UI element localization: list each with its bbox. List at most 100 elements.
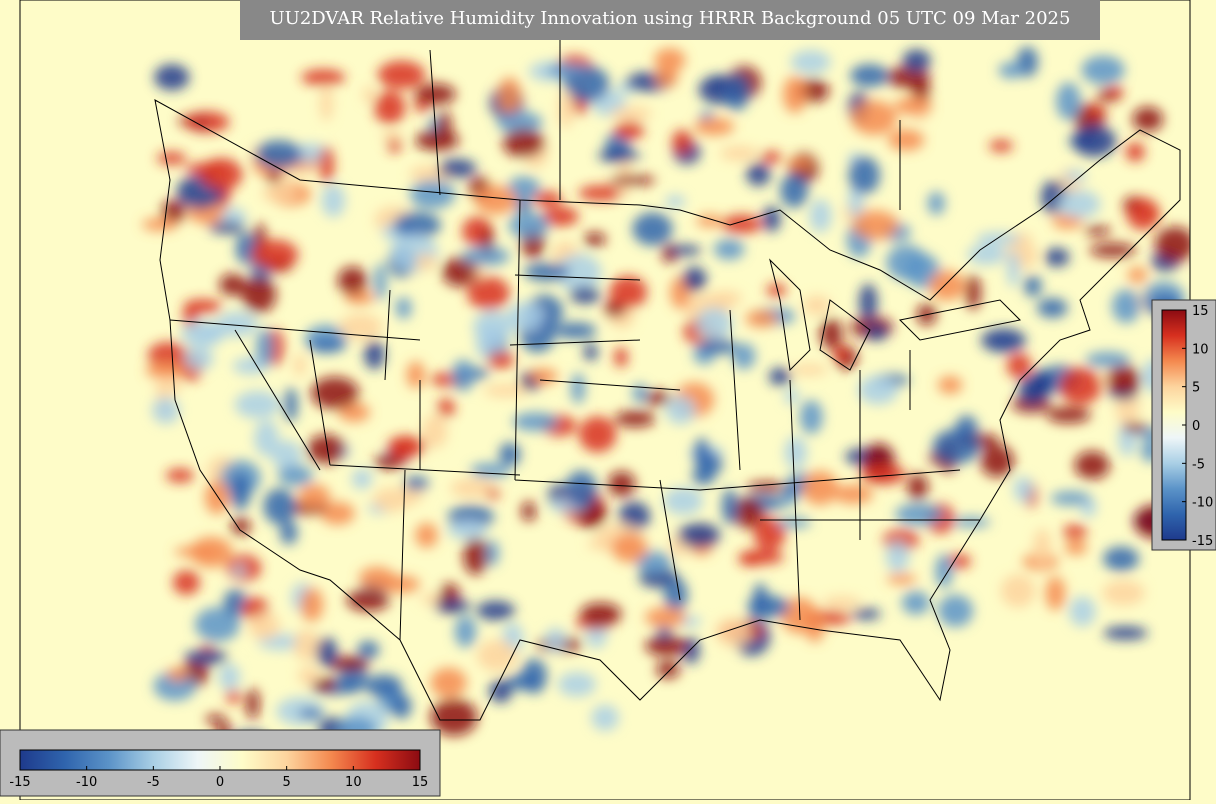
field-blob (803, 295, 831, 316)
field-blob (632, 212, 673, 246)
field-blob (579, 602, 622, 626)
field-blob (785, 483, 802, 494)
field-blob (507, 176, 540, 199)
field-blob (1062, 524, 1088, 539)
field-blob (865, 324, 888, 341)
field-blob (357, 640, 380, 659)
field-blob (557, 672, 597, 697)
field-blob (315, 637, 338, 667)
field-blob (632, 383, 648, 403)
field-blob (339, 313, 383, 341)
field-blob (766, 283, 787, 297)
field-blob (724, 74, 750, 111)
field-blob (597, 149, 641, 162)
field-blob (267, 170, 281, 185)
field-blob (362, 86, 376, 103)
field-blob (364, 674, 403, 698)
field-blob (393, 211, 441, 239)
field-blob (1125, 142, 1145, 162)
field-blob (895, 503, 944, 526)
field-blob (161, 200, 186, 224)
field-blob (655, 67, 678, 88)
field-blob (145, 361, 187, 380)
field-blob (395, 297, 412, 319)
field-blob (780, 173, 809, 208)
field-blob (738, 553, 763, 566)
field-blob (1000, 574, 1036, 608)
field-blob (820, 318, 843, 350)
field-blob (154, 64, 190, 91)
field-blob (927, 191, 945, 215)
field-blob (319, 146, 334, 183)
field-blob (454, 615, 477, 648)
field-blob (263, 488, 296, 525)
field-blob (609, 275, 648, 309)
field-blob (1107, 365, 1141, 395)
field-blob (1033, 528, 1052, 567)
field-blob (583, 232, 607, 247)
field-blob (668, 245, 702, 256)
colorbar-tick-label: -10 (76, 775, 97, 790)
field-blob (611, 533, 648, 563)
title-box (240, 0, 1100, 40)
field-blob (571, 373, 586, 404)
field-blob (752, 582, 768, 618)
field-blob (277, 465, 314, 487)
field-blob (801, 470, 839, 506)
field-blob (989, 139, 1013, 153)
field-blob (1126, 197, 1160, 231)
field-blob (1111, 289, 1141, 324)
field-blob (528, 368, 558, 385)
field-blob (887, 129, 925, 151)
field-blob (300, 587, 324, 622)
field-blob (250, 239, 299, 270)
field-blob (483, 384, 529, 398)
field-blob (746, 162, 771, 186)
field-blob (1046, 406, 1091, 424)
field-blob (279, 520, 298, 545)
field-blob (894, 97, 933, 115)
field-blob (507, 301, 545, 331)
field-blob (907, 473, 929, 501)
field-blob (785, 157, 813, 169)
field-blob (215, 311, 258, 337)
field-blob (420, 593, 445, 605)
field-blob (1044, 247, 1070, 267)
field-blob (546, 63, 589, 78)
field-blob (1018, 376, 1045, 405)
field-blob (476, 600, 516, 621)
field-blob (532, 191, 562, 207)
field-blob (609, 175, 656, 186)
field-blob (338, 402, 370, 422)
field-blob (946, 554, 972, 569)
colorbar-tick-label: 5 (1192, 381, 1200, 396)
field-blob (776, 517, 812, 528)
field-blob (438, 158, 477, 178)
colorbar-tick-label: -10 (1192, 496, 1213, 511)
field-blob (1006, 353, 1032, 379)
field-blob (147, 341, 189, 369)
field-blob (489, 679, 513, 703)
colorbar-tick-label: 10 (345, 775, 362, 790)
colorbar-tick-label: 5 (283, 775, 291, 790)
field-blob (809, 199, 832, 233)
field-blob (693, 117, 735, 136)
field-blob (555, 253, 602, 292)
field-blob (156, 151, 187, 165)
field-blob (246, 688, 260, 720)
field-blob (372, 487, 410, 513)
field-blob (208, 221, 246, 234)
field-blob (998, 62, 1024, 79)
country-outline (154, 99, 1181, 721)
field-blob (578, 416, 617, 453)
field-blob (1023, 275, 1042, 297)
field-blob (1037, 298, 1068, 318)
field-blob (644, 607, 687, 628)
field-blob (784, 436, 807, 469)
field-blob (521, 658, 548, 694)
field-blob (255, 140, 303, 169)
field-blob (409, 179, 456, 209)
field-blob (523, 262, 570, 282)
field-blob (654, 48, 686, 72)
field-blob (799, 400, 823, 435)
